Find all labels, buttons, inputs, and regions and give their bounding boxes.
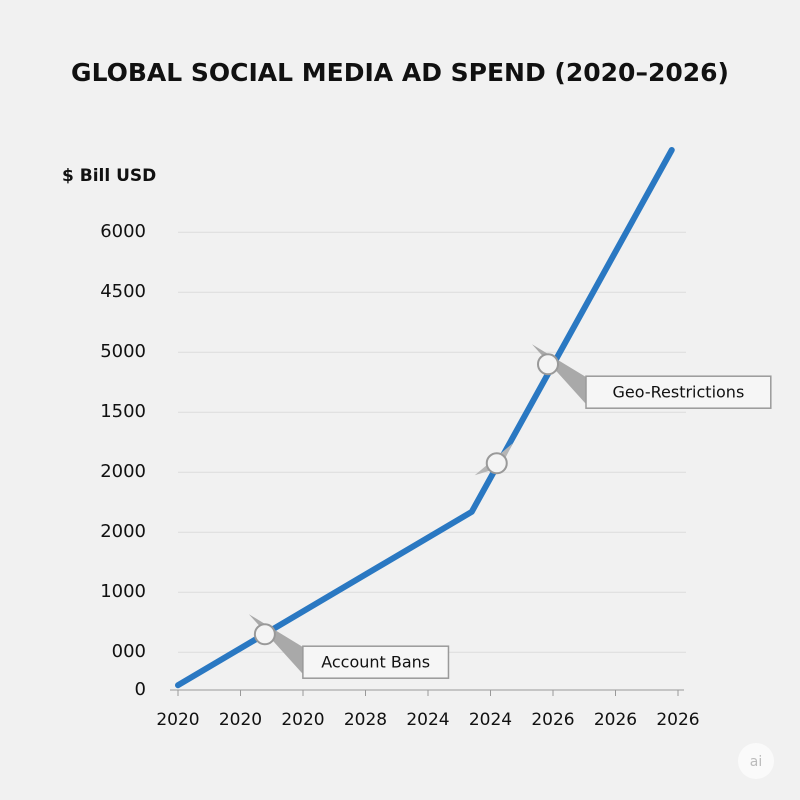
x-tick-label: 2024 <box>469 710 512 730</box>
watermark: ai <box>750 754 762 770</box>
x-tick-label: 2020 <box>156 710 199 730</box>
y-tick-label: 6000 <box>100 221 146 242</box>
y-tick-label: 0 <box>135 679 146 700</box>
annotation-marker <box>485 452 508 475</box>
x-tick-label: 2020 <box>219 710 262 730</box>
annotation-marker <box>537 353 559 376</box>
x-tick-label: 2020 <box>281 710 324 730</box>
x-tick-label: 2024 <box>406 710 449 730</box>
annotation-box <box>585 375 772 409</box>
y-tick-label: 000 <box>112 641 146 662</box>
y-axis-label: $ Bill USD <box>62 166 156 186</box>
y-tick-label: 4500 <box>100 281 146 302</box>
y-tick-label: 1500 <box>100 401 146 422</box>
watermark-badge <box>738 743 774 779</box>
chart-title: GLOBAL SOCIAL MEDIA AD SPEND (2020–2026) <box>71 58 729 87</box>
annotation-box <box>302 645 450 679</box>
y-tick-label: 5000 <box>100 341 146 362</box>
x-tick-label: 2028 <box>344 710 387 730</box>
line <box>175 147 675 689</box>
annotation-text: Account Bans <box>321 653 430 672</box>
x-tick-label: 2026 <box>656 710 699 730</box>
y-tick-label: 1000 <box>100 581 146 602</box>
annotation-text: Geo-Restrictions <box>613 383 745 402</box>
x-tick-label: 2026 <box>594 710 637 730</box>
y-tick-label: 2000 <box>100 521 146 542</box>
annotation-marker <box>253 623 276 646</box>
x-tick-label: 2026 <box>531 710 574 730</box>
y-tick-label: 2000 <box>100 461 146 482</box>
